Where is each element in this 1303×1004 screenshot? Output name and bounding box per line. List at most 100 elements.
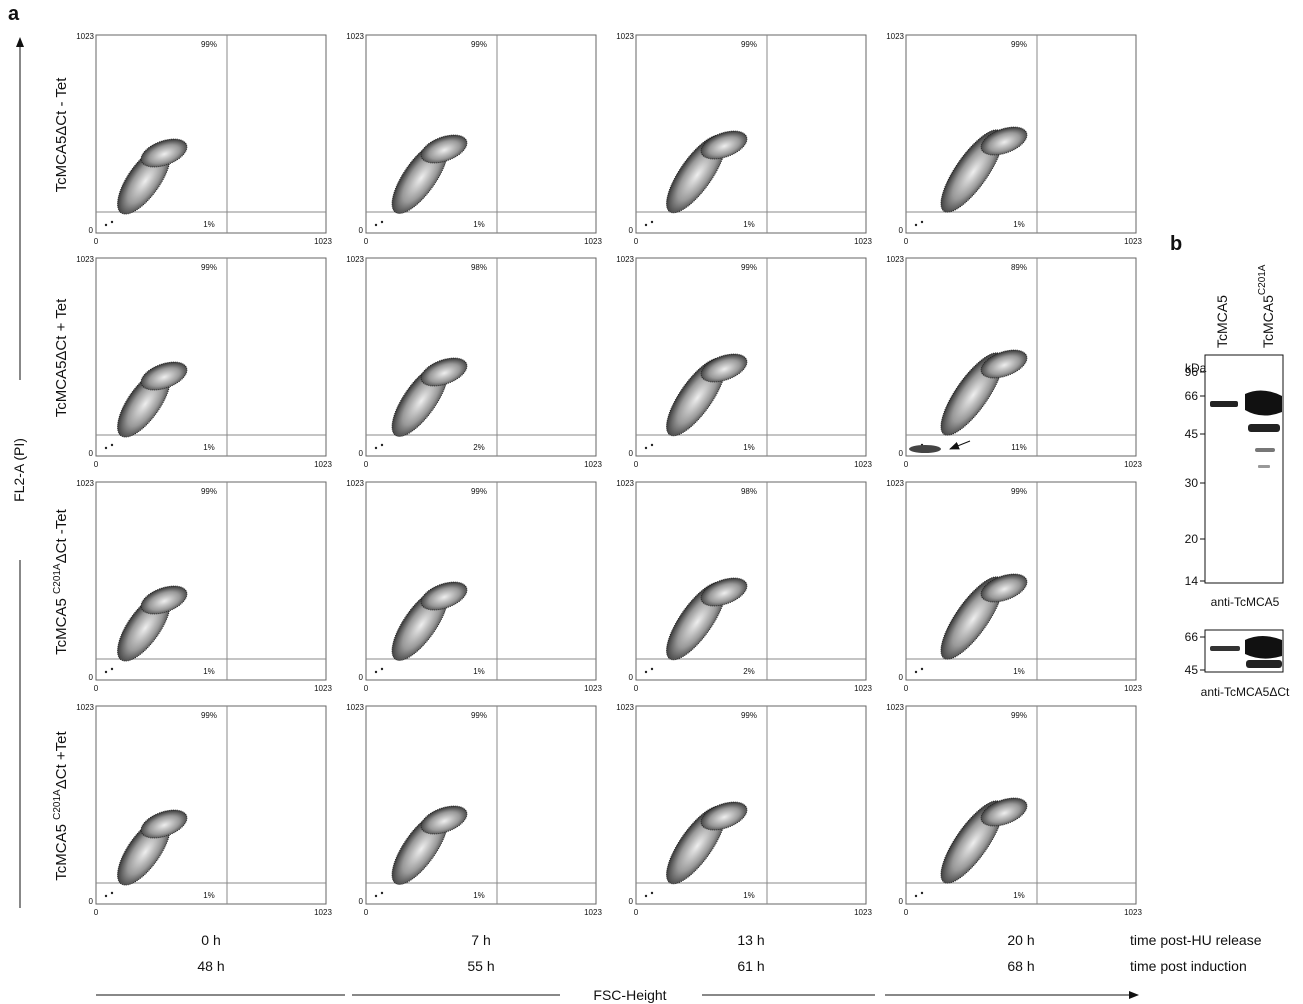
row-label-sup: C201A <box>52 789 63 820</box>
tick-label: 1023 <box>886 703 904 712</box>
lane-label: TcMCA5C201A <box>1257 264 1276 348</box>
tick-label: 0 <box>634 237 639 246</box>
tick-label: 0 <box>364 684 369 693</box>
blot-caption: anti-TcMCA5ΔCt <box>1201 685 1290 699</box>
quadrant-percent: 99% <box>1011 40 1027 49</box>
quadrant-percent: 99% <box>201 487 217 496</box>
row-label-text: TcMCA5ΔCt - Tet <box>53 77 70 193</box>
debris <box>921 892 923 894</box>
tick-label: 0 <box>364 237 369 246</box>
quadrant-percent: 1% <box>1013 667 1025 676</box>
tick-label: 1023 <box>314 908 332 917</box>
tick-label: 1023 <box>76 255 94 264</box>
tick-label: 1023 <box>346 32 364 41</box>
time-label: 48 h <box>197 958 224 974</box>
quadrant-percent: 99% <box>471 40 487 49</box>
tick-label: 0 <box>359 673 364 682</box>
quadrant-percent: 99% <box>471 711 487 720</box>
row-label: TcMCA5ΔCt - Tet <box>53 77 70 193</box>
tick-label: 1023 <box>886 479 904 488</box>
time-label: 20 h <box>1007 932 1034 948</box>
tick-label: 1023 <box>346 703 364 712</box>
tick-label: 1023 <box>854 684 872 693</box>
time-label: 61 h <box>737 958 764 974</box>
debris <box>111 892 113 894</box>
tick-label: 1023 <box>346 255 364 264</box>
debris <box>375 671 377 673</box>
tick-label: 0 <box>359 449 364 458</box>
tick-label: 1023 <box>1124 684 1142 693</box>
band <box>1245 636 1282 659</box>
quadrant-percent: 1% <box>203 667 215 676</box>
tick-label: 0 <box>364 460 369 469</box>
quadrant-percent: 11% <box>1011 443 1026 452</box>
tick-label: 0 <box>899 897 904 906</box>
tick-label: 0 <box>904 237 909 246</box>
blot-caption: anti-TcMCA5 <box>1211 595 1280 609</box>
panel-label: b <box>1170 233 1182 255</box>
quadrant-percent: 2% <box>473 443 485 452</box>
tick-label: 1023 <box>616 703 634 712</box>
debris <box>651 444 653 446</box>
lane-label: TcMCA5 <box>1214 295 1230 348</box>
tick-label: 1023 <box>584 908 602 917</box>
tick-label: 1023 <box>76 479 94 488</box>
tick-label: 0 <box>904 908 909 917</box>
tick-label: 1023 <box>346 479 364 488</box>
band <box>1210 401 1238 407</box>
debris <box>375 447 377 449</box>
tick-label: 0 <box>94 684 99 693</box>
quadrant-percent: 98% <box>741 487 757 496</box>
page: {"panel_a":"a","panel_b":"b", "y_axis_la… <box>0 0 1303 1004</box>
tick-label: 1023 <box>584 237 602 246</box>
row-label: TcMCA5 C201AΔCt -Tet <box>52 508 70 654</box>
tick-label: 0 <box>629 226 634 235</box>
tick-label: 0 <box>899 449 904 458</box>
debris <box>105 895 107 897</box>
marker-label: 66 <box>1185 389 1199 403</box>
debris <box>921 221 923 223</box>
quadrant-percent: 99% <box>741 263 757 272</box>
tick-label: 0 <box>94 237 99 246</box>
tick-label: 0 <box>904 684 909 693</box>
debris <box>651 668 653 670</box>
marker-label: 14 <box>1185 574 1199 588</box>
debris <box>381 221 383 223</box>
panel-label: a <box>8 3 20 25</box>
caption: time post induction <box>1130 958 1247 974</box>
quadrant-percent: 98% <box>471 263 487 272</box>
blot-box <box>1205 355 1283 583</box>
tick-label: 1023 <box>314 684 332 693</box>
tick-label: 1023 <box>886 32 904 41</box>
debris <box>651 892 653 894</box>
tick-label: 1023 <box>1124 908 1142 917</box>
row-label-sup: C201A <box>52 563 63 594</box>
quadrant-percent: 1% <box>473 220 485 229</box>
marker-label: 45 <box>1185 427 1199 441</box>
tick-label: 0 <box>89 897 94 906</box>
tick-label: 0 <box>899 226 904 235</box>
quadrant-percent: 1% <box>203 220 215 229</box>
tick-label: 0 <box>904 460 909 469</box>
tick-label: 1023 <box>1124 237 1142 246</box>
quadrant-percent: 1% <box>1013 891 1025 900</box>
tick-label: 1023 <box>314 460 332 469</box>
quadrant-percent: 99% <box>201 263 217 272</box>
debris <box>915 895 917 897</box>
marker-label: 45 <box>1185 663 1199 677</box>
debris <box>645 447 647 449</box>
tick-label: 1023 <box>584 460 602 469</box>
debris <box>645 895 647 897</box>
band <box>1245 390 1282 415</box>
tick-label: 0 <box>94 460 99 469</box>
time-label: 7 h <box>471 932 490 948</box>
tick-label: 0 <box>634 908 639 917</box>
tick-label: 1023 <box>616 32 634 41</box>
debris <box>651 221 653 223</box>
quadrant-percent: 2% <box>743 667 755 676</box>
debris <box>381 892 383 894</box>
tick-label: 0 <box>629 673 634 682</box>
marker-label: 20 <box>1185 532 1199 546</box>
tick-label: 1023 <box>616 255 634 264</box>
band <box>1246 660 1282 668</box>
